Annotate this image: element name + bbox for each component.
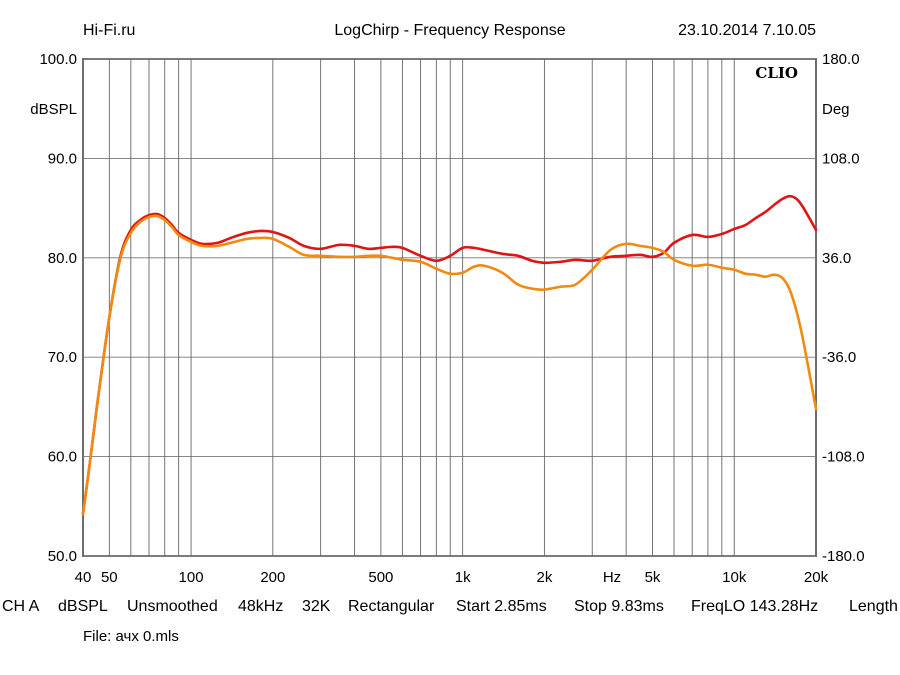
chart-title: LogChirp - Frequency Response — [334, 22, 565, 39]
series-lines — [81, 194, 818, 516]
y2-tick-label-4: -108.0 — [822, 449, 865, 466]
header-timestamp: 23.10.2014 7.10.05 — [678, 22, 816, 39]
x-tick-label-1: 50 — [101, 569, 118, 586]
y-axis-right-ticks: 180.0 108.0 36.0 -36.0 -108.0 -180.0 — [822, 51, 865, 565]
x-tick-label-0: 40 — [75, 569, 92, 586]
y-tick-label-0: 100.0 — [39, 51, 77, 68]
x-tick-label-4: 500 — [368, 569, 393, 586]
y-tick-label-1: 90.0 — [48, 150, 77, 167]
setting-6: Start 2.85ms — [456, 598, 547, 615]
x-axis-ticks: 40 50 100 200 500 1k 2k 5k 10k 20k — [75, 569, 829, 586]
x-axis-unit-label: Hz — [603, 569, 621, 586]
measurement-settings: CH A dBSPL Unsmoothed 48kHz 32K Rectangular St… — [2, 598, 898, 615]
y2-axis-label: Deg — [822, 101, 850, 118]
setting-5: Rectangular — [348, 598, 435, 615]
x-tick-label-6: 2k — [536, 569, 552, 586]
setting-0: CH A — [2, 598, 40, 615]
y-tick-label-3: 70.0 — [48, 349, 77, 366]
x-tick-label-9: 20k — [804, 569, 829, 586]
grid-lines — [82, 58, 817, 557]
y-tick-label-5: 50.0 — [48, 548, 77, 565]
y2-tick-label-1: 108.0 — [822, 150, 860, 167]
series-line-1 — [81, 214, 818, 516]
setting-9: Length — [849, 598, 898, 615]
setting-7: Stop 9.83ms — [574, 598, 664, 615]
y2-tick-label-0: 180.0 — [822, 51, 860, 68]
series-line-0 — [81, 194, 818, 516]
clio-logo: CLIO — [755, 64, 798, 82]
x-tick-label-2: 100 — [179, 569, 204, 586]
y-axis-label: dBSPL — [30, 101, 77, 118]
x-tick-label-5: 1k — [455, 569, 471, 586]
x-tick-label-7: 5k — [645, 569, 661, 586]
header-site-label: Hi-Fi.ru — [83, 22, 135, 39]
plot-frame — [82, 58, 817, 557]
y-tick-label-4: 60.0 — [48, 449, 77, 466]
y2-tick-label-5: -180.0 — [822, 548, 865, 565]
setting-8: FreqLO 143.28Hz — [691, 598, 818, 615]
y2-tick-label-3: -36.0 — [822, 349, 856, 366]
x-tick-label-3: 200 — [260, 569, 285, 586]
setting-1: dBSPL — [58, 598, 108, 615]
setting-4: 32K — [302, 598, 331, 615]
y-tick-label-2: 80.0 — [48, 250, 77, 267]
y2-tick-label-2: 36.0 — [822, 250, 851, 267]
file-name: File: ачх 0.mls — [83, 628, 179, 645]
y-axis-left-ticks: 100.0 90.0 80.0 70.0 60.0 50.0 — [39, 51, 77, 565]
x-tick-label-8: 10k — [722, 569, 747, 586]
setting-3: 48kHz — [238, 598, 283, 615]
setting-2: Unsmoothed — [127, 598, 218, 615]
